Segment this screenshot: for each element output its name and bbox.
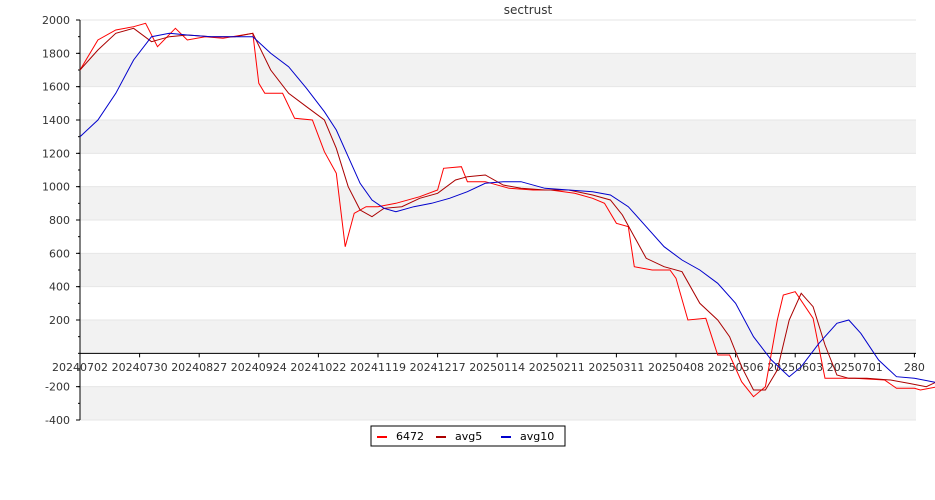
y-tick-label: 800	[49, 214, 70, 227]
y-tick-label: -200	[45, 381, 70, 394]
grid-band	[80, 53, 916, 87]
grid-band	[80, 253, 916, 287]
y-tick-label: 1800	[42, 47, 70, 60]
x-tick-label: 20240730	[112, 361, 168, 374]
x-tick-label: 20250311	[588, 361, 644, 374]
y-tick-label: -400	[45, 414, 70, 427]
x-tick-label: 20241022	[290, 361, 346, 374]
x-tick-label: 20240827	[171, 361, 227, 374]
y-tick-label: 1200	[42, 147, 70, 160]
grid-band	[80, 386, 916, 420]
x-tick-label: 20241217	[410, 361, 466, 374]
grid-band	[80, 120, 916, 154]
series-layer	[79, 22, 935, 398]
y-tick-label: 2000	[42, 14, 70, 27]
y-axis-ticks: -400 -200 200 400 600 800 1000 1200 1400 1600 1800…	[42, 14, 80, 427]
series-line-avg10	[79, 32, 935, 383]
x-tick-label: 20250114	[469, 361, 525, 374]
x-tick-label: 20250701	[827, 361, 883, 374]
grid-band	[80, 320, 916, 354]
x-tick-label: 20241119	[350, 361, 406, 374]
x-tick-label: 20250211	[529, 361, 585, 374]
legend-label-6472: 6472	[396, 430, 424, 443]
legend-label-avg5: avg5	[455, 430, 482, 443]
y-tick-label: 200	[49, 314, 70, 327]
legend-box	[370, 425, 566, 447]
grid-band	[80, 186, 916, 220]
chart-title: sectrust	[504, 3, 553, 17]
y-tick-label: 400	[49, 281, 70, 294]
legend-label-avg10: avg10	[520, 430, 554, 443]
x-tick-label: 20250408	[648, 361, 704, 374]
x-tick-label: 20240924	[231, 361, 287, 374]
legend: 6472 avg5 avg10	[370, 425, 566, 447]
x-tick-label: 20250603	[767, 361, 823, 374]
y-tick-label: 1400	[42, 114, 70, 127]
x-tick-label: 280	[904, 361, 925, 374]
y-tick-label: 1000	[42, 181, 70, 194]
series-line-avg5	[79, 27, 935, 391]
x-tick-label: 20240702	[52, 361, 108, 374]
x-axis-ticks: 20240702 20240730 20240827 20240924 20241022…	[52, 353, 925, 374]
grid-bands	[80, 19, 916, 421]
series-line-6472	[79, 22, 935, 398]
y-tick-label: 600	[49, 247, 70, 260]
y-tick-label: 1600	[42, 81, 70, 94]
